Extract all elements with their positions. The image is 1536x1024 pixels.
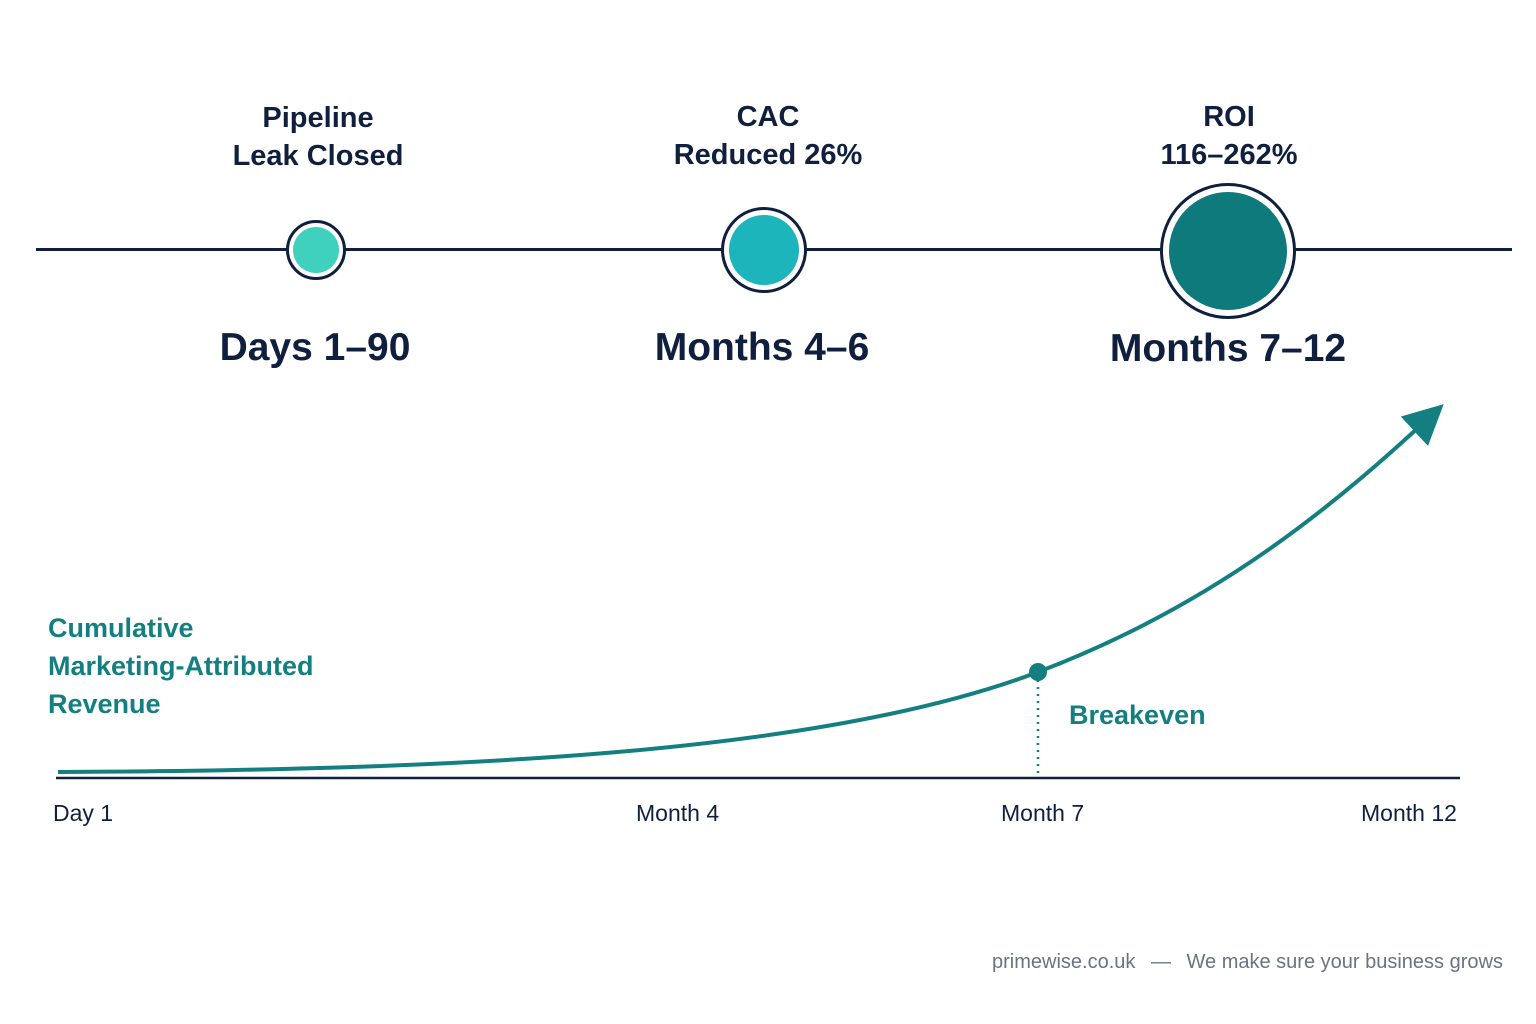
milestone-node-2 [721, 207, 807, 293]
y-axis-title-line1: Cumulative [48, 613, 194, 643]
x-tick-month-7: Month 7 [1001, 800, 1085, 826]
footer-tagline: We make sure your business grows [1186, 951, 1503, 973]
footer-separator: — [1150, 951, 1171, 973]
milestone-caption-line2: 116–262% [1160, 139, 1298, 171]
milestone-caption-line1: ROI [1203, 101, 1255, 133]
milestone-caption-line2: Leak Closed [232, 140, 404, 172]
y-axis-title-line2: Marketing-Attributed [48, 651, 314, 681]
milestone-caption-line2: Reduced 26% [673, 139, 863, 171]
milestone-node-3-fill [1169, 192, 1287, 310]
milestone-node-1 [286, 220, 346, 280]
milestone-caption-line1: CAC [736, 101, 800, 133]
x-tick-month-4: Month 4 [636, 800, 720, 826]
milestone-caption-pipeline: Pipeline Leak Closed [158, 99, 478, 175]
breakeven-point [1029, 663, 1047, 681]
y-axis-title-line3: Revenue [48, 689, 161, 719]
milestone-node-3 [1160, 183, 1296, 319]
y-axis-title: Cumulative Marketing-Attributed Revenue [48, 609, 314, 723]
milestone-node-2-fill [729, 215, 799, 285]
milestone-caption-line1: Pipeline [262, 102, 374, 134]
x-tick-day-1: Day 1 [53, 800, 114, 826]
milestone-caption-roi: ROI 116–262% [1069, 98, 1389, 174]
revenue-curve-line [57, 404, 1444, 774]
milestone-node-1-fill [293, 227, 339, 273]
breakeven-label: Breakeven [1069, 700, 1206, 730]
footer: primewise.co.uk — We make sure your busi… [992, 951, 1503, 974]
footer-site: primewise.co.uk [992, 951, 1136, 973]
milestone-period-2: Months 4–6 [654, 326, 870, 369]
milestone-period-3: Months 7–12 [1109, 327, 1347, 370]
milestone-caption-cac: CAC Reduced 26% [608, 98, 928, 174]
milestone-period-1: Days 1–90 [219, 326, 411, 369]
x-tick-month-12: Month 12 [1361, 800, 1457, 826]
